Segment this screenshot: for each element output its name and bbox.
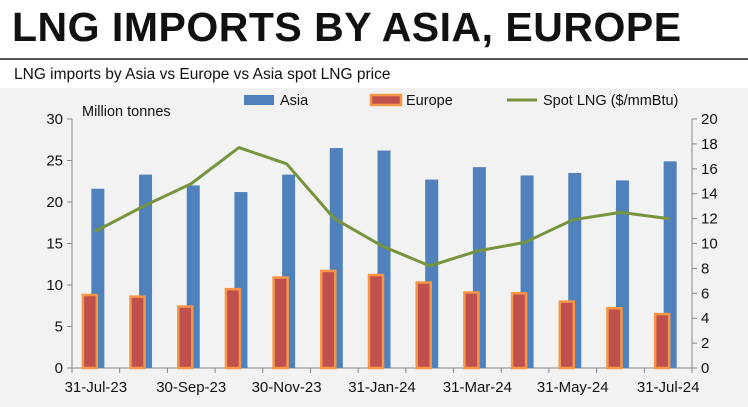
right-tick-label: 0 xyxy=(701,360,709,377)
x-tick-label: 31-May-24 xyxy=(537,379,609,396)
europe-bar xyxy=(415,281,432,370)
left-axis-label: Million tonnes xyxy=(82,104,171,120)
legend-label-spot: Spot LNG ($/mmBtu) xyxy=(543,93,678,109)
page-title: LNG IMPORTS BY ASIA, EUROPE xyxy=(12,4,682,50)
europe-bar xyxy=(176,305,194,370)
x-tick-label: 31-Jan-24 xyxy=(348,379,416,396)
left-tick-label: 10 xyxy=(46,277,63,294)
europe-bar xyxy=(653,312,671,370)
legend-swatch-europe xyxy=(369,93,403,107)
chart-bars xyxy=(81,148,677,370)
right-tick-label: 14 xyxy=(701,186,718,203)
x-tick-label: 31-Jul-24 xyxy=(637,379,700,396)
europe-bar xyxy=(510,292,528,370)
legend-label-asia: Asia xyxy=(280,93,309,109)
europe-bar xyxy=(463,291,480,370)
chart-line xyxy=(94,146,670,268)
europe-bar xyxy=(320,269,337,370)
x-tick-label: 31-Jul-23 xyxy=(65,379,128,396)
right-tick-label: 12 xyxy=(701,211,718,228)
right-tick-label: 4 xyxy=(701,310,709,327)
x-tick-label: 30-Nov-23 xyxy=(252,379,322,396)
right-tick-label: 8 xyxy=(701,260,709,277)
europe-bar xyxy=(81,293,99,370)
left-tick-label: 15 xyxy=(46,236,63,253)
right-tick-label: 10 xyxy=(701,236,718,253)
right-tick-label: 16 xyxy=(701,161,718,178)
right-tick-label: 2 xyxy=(701,335,709,352)
chart-subtitle: LNG imports by Asia vs Europe vs Asia sp… xyxy=(14,66,391,83)
europe-bar xyxy=(129,295,146,370)
europe-bar xyxy=(224,287,242,370)
legend-label-europe: Europe xyxy=(406,93,453,109)
spot-lng-line xyxy=(94,146,670,268)
europe-bar xyxy=(272,276,289,370)
left-tick-label: 20 xyxy=(46,194,63,211)
right-tick-label: 20 xyxy=(701,111,718,128)
europe-bar xyxy=(367,273,385,370)
legend-swatch-asia xyxy=(244,95,274,105)
x-tick-label: 30-Sep-23 xyxy=(156,379,226,396)
title-divider xyxy=(0,58,748,60)
chart-tick-labels: 0 5 10 15 20 25 30 0 2 4 6 8 10 12 14 16 18 20 31-Jul-23 30… xyxy=(46,111,717,396)
left-tick-label: 5 xyxy=(55,319,63,336)
europe-bar xyxy=(606,306,623,370)
left-tick-label: 30 xyxy=(46,111,63,128)
chart-legend: Asia Europe Spot LNG ($/mmBtu) xyxy=(244,93,678,109)
left-tick-label: 0 xyxy=(55,360,63,377)
right-tick-label: 6 xyxy=(701,285,709,302)
left-tick-label: 25 xyxy=(46,153,63,170)
x-tick-label: 31-Mar-24 xyxy=(443,379,512,396)
right-tick-label: 18 xyxy=(701,136,718,153)
europe-bar xyxy=(558,300,576,370)
